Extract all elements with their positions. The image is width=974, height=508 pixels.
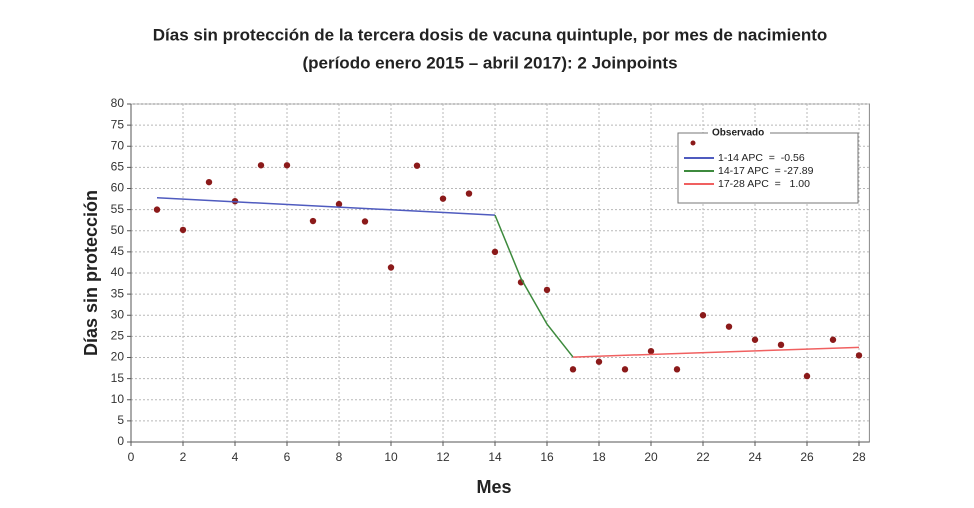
point xyxy=(751,336,759,343)
point xyxy=(413,162,421,169)
x-tick-label: 24 xyxy=(748,450,762,464)
legend-label: 14-17 APC = -27.89 xyxy=(718,165,814,177)
point xyxy=(361,218,369,225)
x-tick-label: 12 xyxy=(436,450,450,464)
point xyxy=(205,178,213,186)
y-tick-label: 50 xyxy=(111,223,125,237)
fit-line xyxy=(572,346,860,358)
point xyxy=(595,358,603,365)
x-tick-label: 14 xyxy=(488,450,502,464)
point xyxy=(543,286,551,294)
y-tick-label: 75 xyxy=(111,117,125,131)
point xyxy=(153,206,161,213)
point xyxy=(439,195,447,202)
y-tick-label: 10 xyxy=(111,392,125,406)
x-tick-label: 26 xyxy=(800,450,814,464)
legend-marker xyxy=(690,140,696,146)
x-tick-label: 2 xyxy=(180,450,187,464)
point xyxy=(387,264,395,271)
x-tick-label: 10 xyxy=(384,450,398,464)
point xyxy=(725,323,733,330)
point xyxy=(257,162,265,169)
point xyxy=(569,366,577,373)
point xyxy=(777,341,785,349)
point xyxy=(673,366,681,373)
x-axis-label: Mes xyxy=(476,477,511,497)
x-tick-label: 18 xyxy=(592,450,606,464)
y-axis-label: Días sin protección xyxy=(81,190,101,356)
y-tick-label: 55 xyxy=(111,202,125,216)
point xyxy=(335,200,343,208)
y-tick-label: 60 xyxy=(111,181,125,195)
y-tick-label: 5 xyxy=(117,413,124,427)
y-tick-label: 15 xyxy=(111,371,125,385)
point xyxy=(829,336,837,343)
legend-label: 17-28 APC = 1.00 xyxy=(718,178,810,190)
x-tick-label: 28 xyxy=(852,450,866,464)
y-tick-label: 80 xyxy=(111,96,125,110)
y-tick-label: 35 xyxy=(111,286,125,300)
y-tick-label: 40 xyxy=(111,265,125,279)
x-tick-label: 20 xyxy=(644,450,658,464)
point xyxy=(647,347,655,355)
point xyxy=(309,217,317,225)
y-tick-label: 25 xyxy=(111,329,125,343)
chart-subtitle: (período enero 2015 – abril 2017): 2 Joi… xyxy=(302,53,677,72)
x-tick-label: 22 xyxy=(696,450,710,464)
fit-line xyxy=(494,214,574,358)
x-tick-label: 0 xyxy=(128,450,135,464)
y-tick-label: 20 xyxy=(111,350,125,364)
y-tick-label: 30 xyxy=(111,307,125,321)
legend-title: Observado xyxy=(712,128,764,139)
point xyxy=(855,352,863,359)
legend-label: 1-14 APC = -0.56 xyxy=(718,152,805,164)
point xyxy=(621,366,629,373)
legend-title-bg xyxy=(708,127,770,139)
x-tick-label: 16 xyxy=(540,450,554,464)
fit-line xyxy=(156,197,496,216)
point xyxy=(283,162,291,169)
legend-box xyxy=(677,132,859,204)
point xyxy=(465,190,473,197)
x-tick-label: 4 xyxy=(232,450,239,464)
y-tick-label: 70 xyxy=(111,138,125,152)
point xyxy=(803,372,811,380)
point xyxy=(491,248,499,256)
point xyxy=(179,226,187,234)
x-tick-label: 6 xyxy=(284,450,291,464)
y-tick-label: 45 xyxy=(111,244,125,258)
point xyxy=(699,312,707,319)
y-tick-label: 65 xyxy=(111,160,125,174)
y-tick-label: 0 xyxy=(117,434,124,448)
x-tick-label: 8 xyxy=(336,450,343,464)
chart-title: Días sin protección de la tercera dosis … xyxy=(153,25,828,44)
